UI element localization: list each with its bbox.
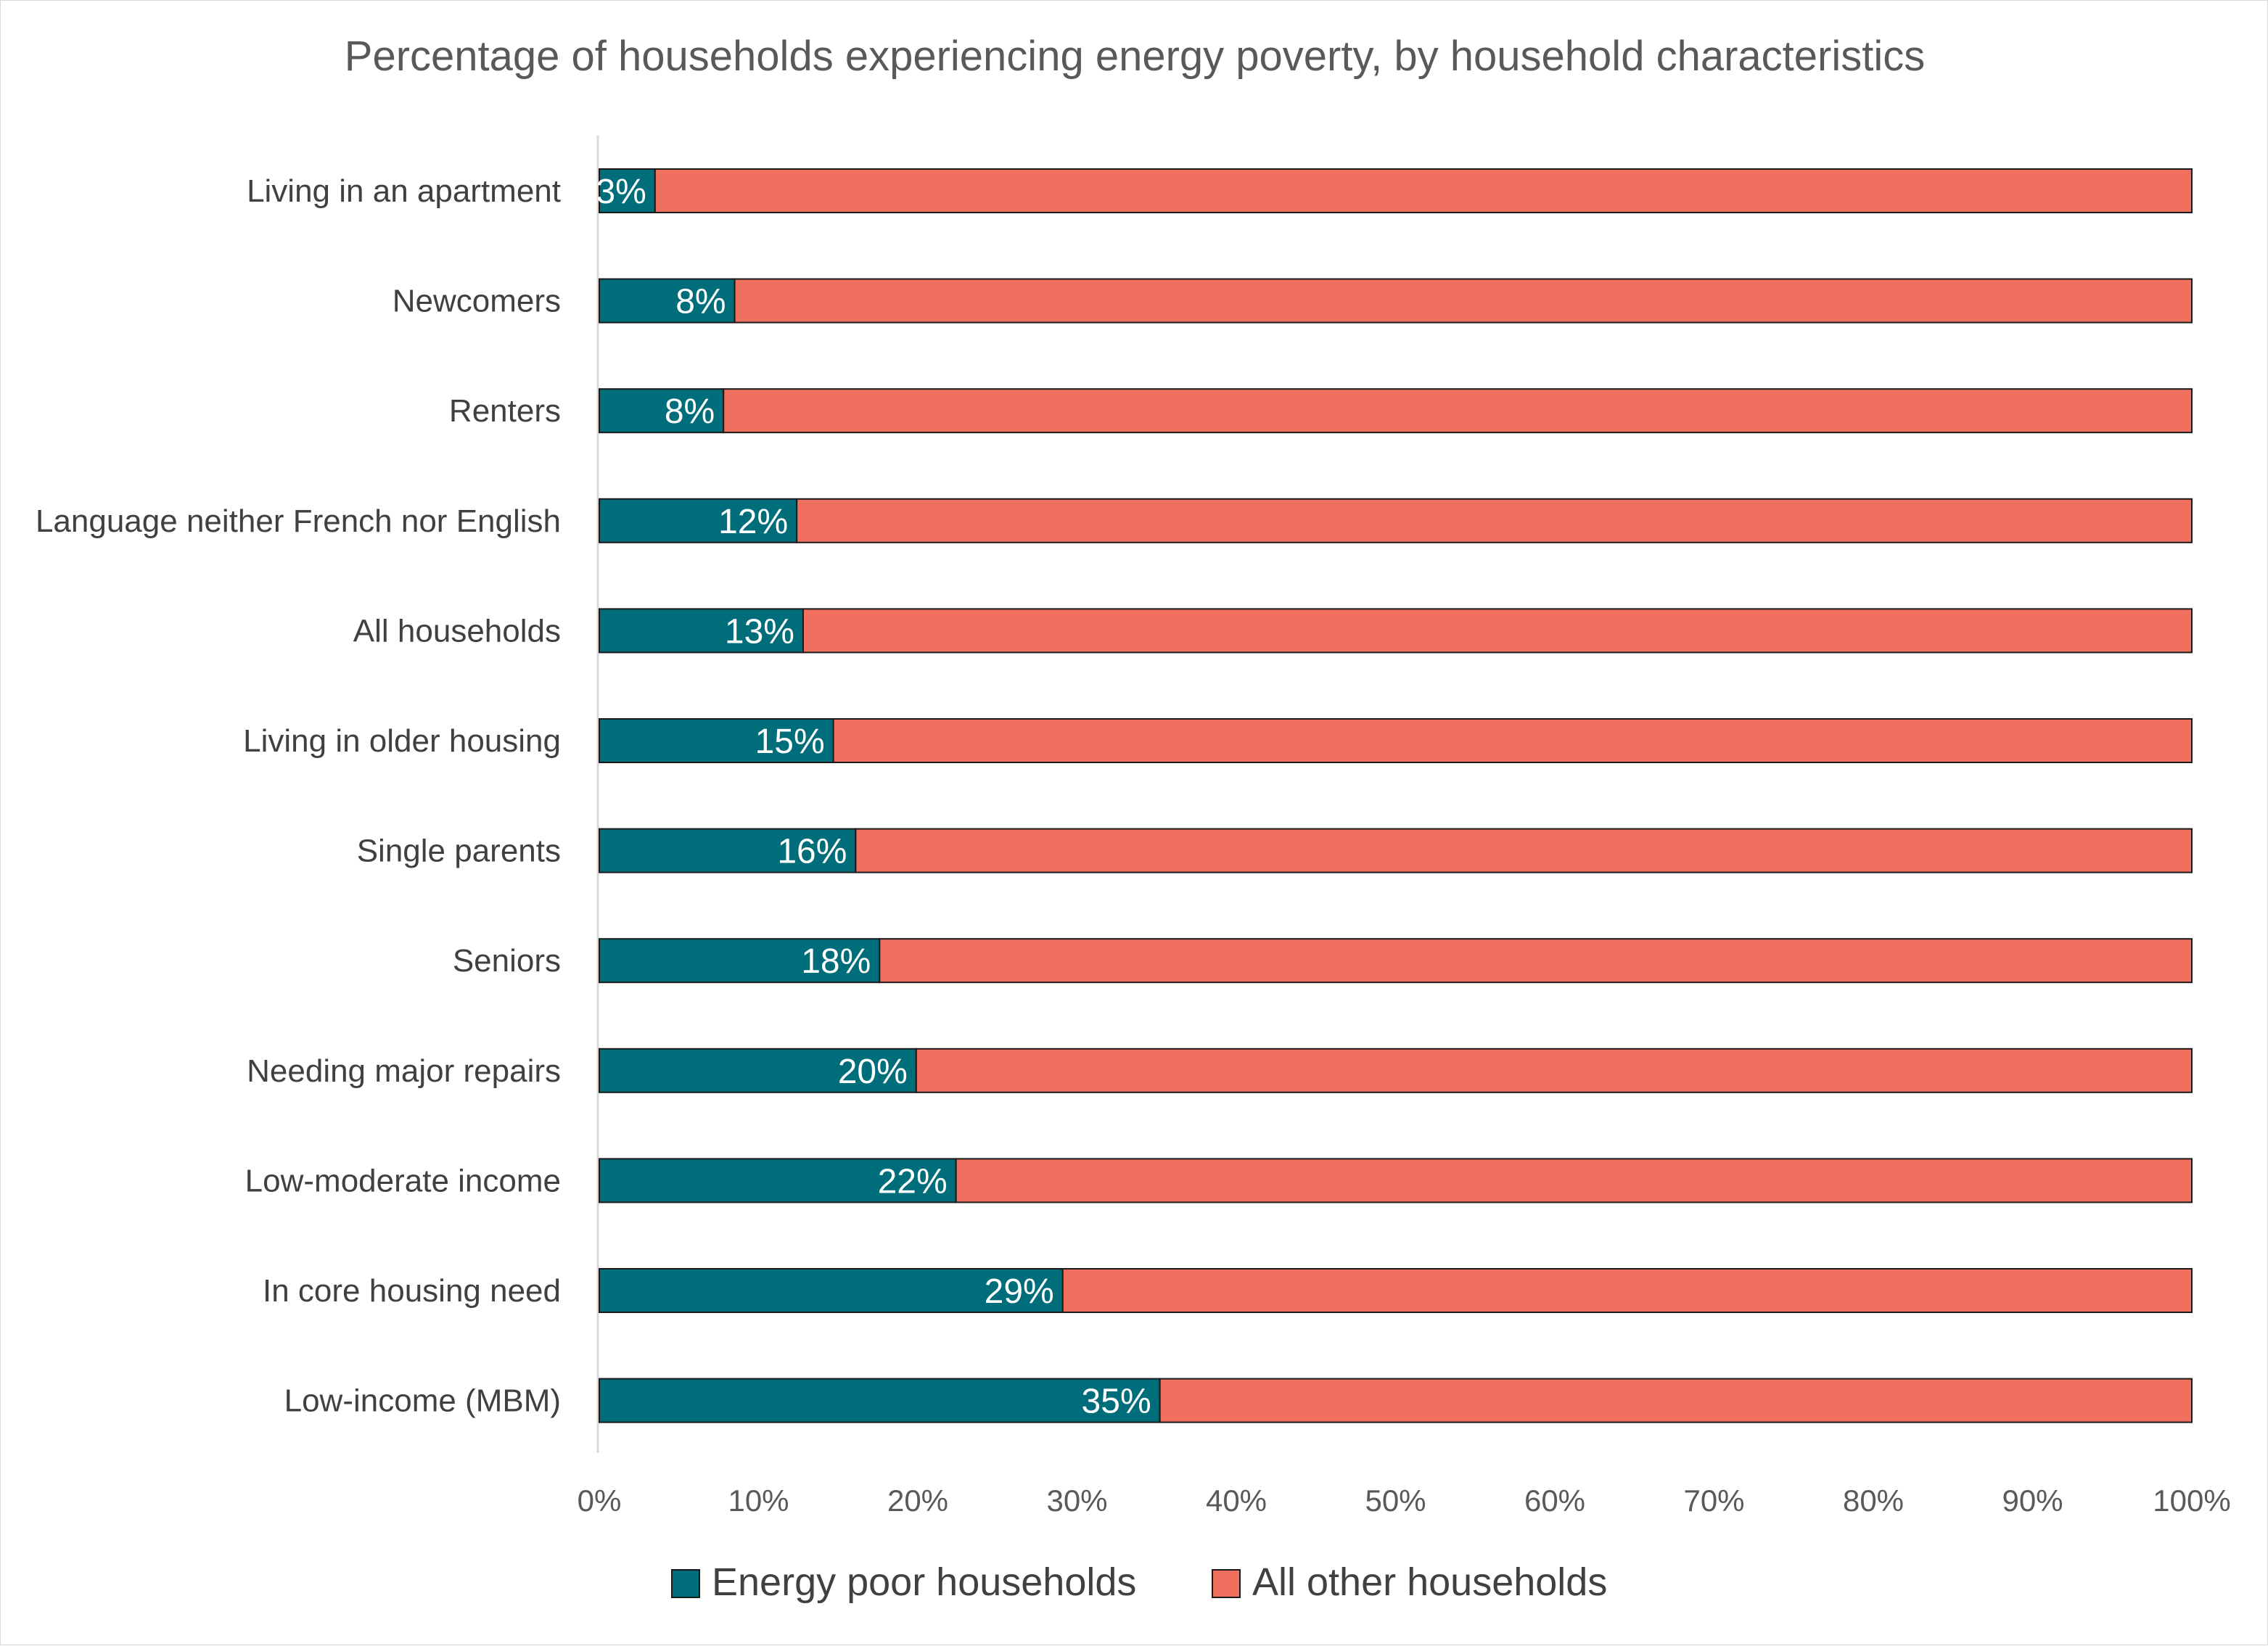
legend-swatch-energy-poor xyxy=(671,1569,700,1598)
category-label: Low-moderate income xyxy=(245,1163,561,1198)
data-label: 15% xyxy=(755,723,825,761)
category-label: Living in an apartment xyxy=(247,173,561,209)
bar-energy-poor xyxy=(599,278,736,324)
x-tick-label: 30% xyxy=(1046,1484,1107,1518)
bar-all-other xyxy=(802,608,2193,654)
data-label: 20% xyxy=(838,1053,908,1091)
x-tick-label: 90% xyxy=(2002,1484,2063,1518)
category-label: In core housing need xyxy=(263,1273,561,1309)
category-label: Seniors xyxy=(453,943,561,979)
data-label: 22% xyxy=(878,1162,948,1201)
x-tick-label: 70% xyxy=(1683,1484,1744,1518)
legend-swatch-all-other xyxy=(1212,1569,1241,1598)
bar-all-other xyxy=(1061,1268,2193,1313)
bar-all-other xyxy=(723,388,2193,434)
bar-all-other xyxy=(1159,1378,2193,1423)
category-label: All households xyxy=(353,613,561,649)
bar-all-other xyxy=(654,168,2193,213)
category-label: Newcomers xyxy=(393,284,561,319)
bar-energy-poor xyxy=(599,718,834,763)
data-label: 35% xyxy=(1082,1383,1151,1421)
bar-all-other xyxy=(796,498,2193,543)
category-labels: Living in an apartment Newcomers Renters La… xyxy=(36,173,561,1419)
x-tick-labels: 0% 10% 20% 30% 40% 50% 60% 70% 80% 90% 100% xyxy=(578,1484,2231,1518)
legend: Energy poor households All other househo… xyxy=(671,1560,1607,1604)
legend-label-all-other: All other households xyxy=(1252,1560,1607,1604)
x-tick-label: 60% xyxy=(1524,1484,1585,1518)
bar-all-other xyxy=(832,718,2193,763)
category-label: Single parents xyxy=(357,834,561,869)
x-tick-label: 80% xyxy=(1843,1484,1904,1518)
data-label: 18% xyxy=(801,942,871,981)
data-label: 12% xyxy=(718,503,788,541)
bars-group: 3% 8% 8% 12% 13% 15% 16% 18% 20% 22% 29% 35% xyxy=(596,168,2193,1423)
bar-energy-poor xyxy=(599,388,725,434)
bar-all-other xyxy=(855,828,2193,873)
data-label: 13% xyxy=(725,612,794,651)
category-label: Low-income (MBM) xyxy=(284,1383,561,1419)
legend-label-energy-poor: Energy poor households xyxy=(712,1560,1136,1604)
bar-all-other xyxy=(955,1158,2193,1203)
x-tick-label: 100% xyxy=(2153,1484,2230,1518)
bar-all-other xyxy=(879,938,2193,984)
bar-all-other xyxy=(734,278,2193,324)
x-tick-label: 0% xyxy=(578,1484,622,1518)
bar-energy-poor xyxy=(599,1048,917,1093)
bar-all-other xyxy=(915,1048,2193,1093)
x-tick-label: 10% xyxy=(728,1484,789,1518)
category-label: Living in older housing xyxy=(243,723,561,759)
data-label: 8% xyxy=(665,392,715,431)
x-tick-label: 50% xyxy=(1365,1484,1426,1518)
x-tick-label: 40% xyxy=(1206,1484,1267,1518)
bar-energy-poor xyxy=(599,1378,1161,1423)
category-label: Renters xyxy=(449,393,561,429)
data-label: 29% xyxy=(985,1272,1054,1311)
data-label: 16% xyxy=(777,833,847,871)
data-label: 3% xyxy=(596,173,646,211)
data-label: 8% xyxy=(675,283,726,321)
chart-title: Percentage of households experiencing en… xyxy=(345,33,1925,80)
bar-energy-poor xyxy=(599,1268,1064,1313)
bar-energy-poor xyxy=(599,1158,957,1203)
category-label: Needing major repairs xyxy=(247,1053,561,1089)
category-label: Language neither French nor English xyxy=(36,503,561,539)
x-tick-label: 20% xyxy=(887,1484,948,1518)
